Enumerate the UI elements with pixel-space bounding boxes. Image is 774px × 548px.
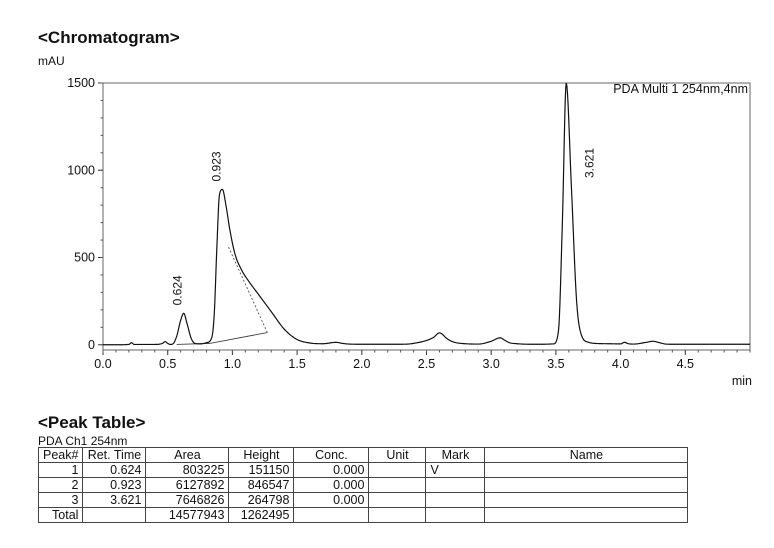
cell-peak: 1 — [37, 462, 84, 478]
x-tick-label: 0.0 — [94, 357, 111, 371]
cell-mark — [425, 477, 486, 493]
cell-name — [484, 462, 689, 478]
peak-tail-separation — [228, 246, 268, 333]
cell-height: 1262495 — [228, 507, 295, 523]
cell-peak: Total — [37, 507, 84, 523]
peak-table-title: <Peak Table> — [38, 413, 146, 432]
y-tick-label: 1000 — [67, 163, 95, 177]
col-height-header: Height — [228, 447, 295, 463]
cell-ret-time: 0.624 — [82, 462, 147, 478]
chart-axes: 0.0 0.5 1.0 1.5 2.0 2.5 3.0 3.5 4.0 4.5 0 500 1000 15… — [67, 76, 751, 371]
x-tick-label: 1.0 — [224, 357, 241, 371]
cell-ret-time: 0.923 — [82, 477, 147, 493]
col-peak-header: Peak# — [37, 447, 84, 463]
chromatogram-title: <Chromatogram> — [38, 28, 180, 47]
integration-baselines — [176, 246, 268, 345]
col-area-header: Area — [145, 447, 230, 463]
cell-mark — [425, 492, 486, 508]
cell-ret-time: 3.621 — [82, 492, 147, 508]
channel-legend: PDA Multi 1 254nm,4nm — [613, 82, 748, 96]
cell-height: 151150 — [228, 462, 295, 478]
cell-conc — [293, 507, 370, 523]
x-tick-label: 4.5 — [677, 357, 694, 371]
cell-ret-time — [82, 507, 147, 523]
peak-table: Peak# Ret. Time Area Height Conc. Unit M… — [37, 447, 689, 523]
cell-name — [484, 492, 689, 508]
chromatogram-chart: 0.0 0.5 1.0 1.5 2.0 2.5 3.0 3.5 4.0 4.5 0 500 1000 15… — [67, 76, 752, 388]
x-tick-label: 1.5 — [288, 357, 305, 371]
cell-name — [484, 477, 689, 493]
y-tick-label: 1500 — [67, 76, 95, 90]
x-tick-label: 4.0 — [612, 357, 629, 371]
x-tick-label: 3.5 — [547, 357, 564, 371]
detector-label: PDA Ch1 254nm — [38, 434, 128, 448]
col-unit-header: Unit — [368, 447, 427, 463]
table-row: 1 0.624 803225 151150 0.000 V — [37, 462, 689, 478]
col-conc-header: Conc. — [293, 447, 370, 463]
x-axis-unit: min — [732, 374, 752, 388]
peak-label: 0.624 — [171, 275, 185, 305]
cell-height: 264798 — [228, 492, 295, 508]
y-tick-label: 500 — [74, 251, 95, 265]
x-tick-label: 2.0 — [353, 357, 370, 371]
cell-conc: 0.000 — [293, 477, 370, 493]
peak-table-header-row: Peak# Ret. Time Area Height Conc. Unit M… — [37, 447, 689, 463]
cell-name — [484, 507, 689, 523]
cell-peak: 3 — [37, 492, 84, 508]
cell-unit — [368, 462, 427, 478]
cell-area: 14577943 — [145, 507, 230, 523]
chromatogram-trace — [103, 82, 750, 346]
table-row-total: Total 14577943 1262495 — [37, 507, 689, 523]
cell-area: 7646826 — [145, 492, 230, 508]
peak-annotations: 0.624 0.923 3.621 — [171, 148, 597, 306]
cell-mark — [425, 507, 486, 523]
baseline-segment — [210, 332, 268, 344]
cell-peak: 2 — [37, 477, 84, 493]
plot-frame — [102, 82, 751, 351]
cell-unit — [368, 507, 427, 523]
cell-unit — [368, 492, 427, 508]
cell-unit — [368, 477, 427, 493]
cell-area: 6127892 — [145, 477, 230, 493]
cell-conc: 0.000 — [293, 492, 370, 508]
table-row: 3 3.621 7646826 264798 0.000 — [37, 492, 689, 508]
y-tick-label: 0 — [88, 338, 95, 352]
y-axis-unit: mAU — [38, 54, 65, 68]
cell-area: 803225 — [145, 462, 230, 478]
col-mark-header: Mark — [425, 447, 486, 463]
x-tick-label: 2.5 — [418, 357, 435, 371]
x-tick-label: 0.5 — [159, 357, 176, 371]
col-ret-time-header: Ret. Time — [82, 447, 147, 463]
table-row: 2 0.923 6127892 846547 0.000 — [37, 477, 689, 493]
x-tick-label: 3.0 — [483, 357, 500, 371]
cell-height: 846547 — [228, 477, 295, 493]
cell-mark: V — [425, 462, 486, 478]
peak-label: 3.621 — [583, 148, 597, 178]
peak-label: 0.923 — [209, 151, 223, 181]
col-name-header: Name — [484, 447, 689, 463]
cell-conc: 0.000 — [293, 462, 370, 478]
